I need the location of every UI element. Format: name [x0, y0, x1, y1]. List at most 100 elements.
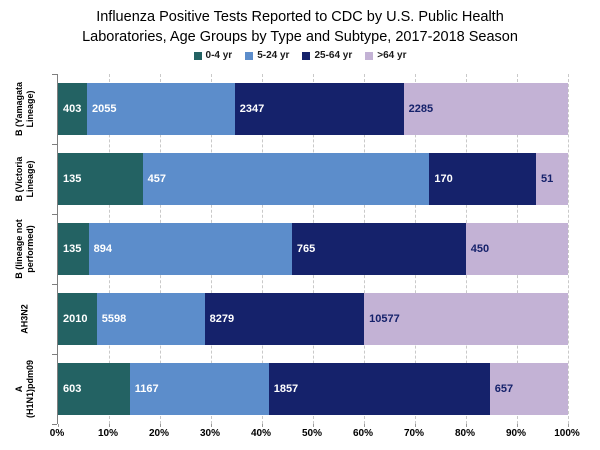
x-axis-tick [517, 424, 518, 427]
x-axis-tick-label: 10% [97, 428, 119, 439]
category-label-cell: B (Victoria Lineage) [2, 144, 48, 214]
stacked-bar: 2010 5598 8279 10577 [58, 293, 568, 345]
category-label: B (Yamagata Lineage) [14, 81, 35, 137]
data-label: 1857 [273, 383, 299, 395]
x-axis-tick [262, 424, 263, 427]
x-axis-tick [109, 424, 110, 427]
legend: 0-4 yr 5-24 yr 25-64 yr >64 yr [0, 50, 600, 61]
x-axis-tick-label: 20% [148, 428, 170, 439]
bar-segment: 1167 [129, 363, 269, 415]
stacked-bar: 135 457 170 51 [58, 153, 568, 205]
data-label: 170 [434, 173, 453, 185]
data-label: 603 [63, 383, 82, 395]
legend-swatch-icon [193, 51, 202, 60]
x-axis-tick-label: 80% [454, 428, 476, 439]
data-label: 2055 [91, 103, 117, 115]
legend-item-4: >64 yr [365, 50, 406, 61]
category-label: B (lineage not performed) [14, 219, 35, 279]
legend-label: >64 yr [377, 50, 407, 61]
category-label-cell: AH3N2 [2, 284, 48, 354]
y-axis-tick [52, 424, 57, 425]
x-axis-tick-label: 30% [199, 428, 221, 439]
bar-segment: 170 [429, 153, 536, 205]
x-axis-tick [211, 424, 212, 427]
bar-row: 135 457 170 51 [58, 144, 568, 214]
bar-segment: 2055 [86, 83, 235, 135]
x-axis-tick [364, 424, 365, 427]
bar-segment: 657 [489, 363, 568, 415]
chart-title: Influenza Positive Tests Reported to CDC… [82, 9, 518, 45]
data-label: 403 [63, 103, 82, 115]
bar-segment: 457 [142, 153, 430, 205]
bar-segment: 2347 [234, 83, 404, 135]
data-label: 1167 [134, 383, 159, 395]
category-label: A (H1N1)pdm09 [14, 359, 35, 419]
y-axis-tick [52, 284, 57, 285]
y-axis-tick [52, 214, 57, 215]
legend-label: 5-24 yr [257, 50, 290, 61]
x-axis-tick-label: 50% [301, 428, 323, 439]
data-label: 5598 [101, 313, 127, 325]
data-label: 765 [296, 243, 316, 255]
bar-segment: 10577 [364, 293, 568, 345]
category-label: AH3N2 [19, 304, 30, 334]
data-label: 8279 [209, 313, 235, 325]
bar-segment: 894 [88, 223, 292, 275]
legend-label: 0-4 yr [205, 50, 233, 61]
stacked-bar: 135 894 765 450 [58, 223, 568, 275]
category-label-cell: B (lineage not performed) [2, 214, 48, 284]
y-axis-tick [52, 354, 57, 355]
bar-row: 135 894 765 450 [58, 214, 568, 284]
stacked-bar: 403 2055 2347 2285 [58, 83, 568, 135]
y-axis-category-labels: B (Yamagata Lineage) B (Victoria Lineage)… [2, 74, 48, 424]
y-axis-tick [52, 74, 57, 75]
data-label: 657 [494, 383, 514, 395]
bar-segment: 51 [535, 153, 568, 205]
x-axis-tick-label: 0% [49, 428, 65, 439]
category-label-cell: A (H1N1)pdm09 [2, 354, 48, 424]
data-label: 135 [63, 243, 82, 255]
stacked-bar: 603 1167 1857 657 [58, 363, 568, 415]
bar-segment: 135 [58, 153, 143, 205]
x-axis-tick [160, 424, 161, 427]
bar-row: 403 2055 2347 2285 [58, 74, 568, 144]
bar-segment: 135 [58, 223, 89, 275]
bar-segment: 5598 [96, 293, 205, 345]
legend-item-1: 0-4 yr [193, 50, 233, 61]
data-label: 51 [540, 173, 554, 185]
bar-segment: 1857 [268, 363, 490, 415]
grid-line [568, 74, 569, 424]
x-axis-tick-label: 100% [554, 428, 580, 439]
x-axis-tick-label: 60% [352, 428, 374, 439]
plot-area: 403 2055 2347 2285 135 457 170 51 135 894 765 450 20… [52, 74, 569, 427]
x-axis-tick-label: 40% [250, 428, 272, 439]
bar-segment: 603 [58, 363, 130, 415]
bar-segment: 403 [58, 83, 87, 135]
x-axis-tick [415, 424, 416, 427]
category-label-cell: B (Yamagata Lineage) [2, 74, 48, 144]
data-label: 457 [147, 173, 167, 185]
x-axis-tick-label: 90% [505, 428, 527, 439]
data-label: 10577 [369, 313, 400, 325]
bar-segment: 2010 [58, 293, 97, 345]
data-label: 2347 [239, 103, 265, 115]
x-axis-tick [466, 424, 467, 427]
data-label: 450 [470, 243, 490, 255]
data-label: 894 [93, 243, 113, 255]
bar-segment: 765 [291, 223, 466, 275]
bar-segment: 450 [465, 223, 568, 275]
category-label: B (Victoria Lineage) [14, 156, 35, 202]
data-label: 135 [63, 173, 82, 185]
bar-segment: 2285 [403, 83, 568, 135]
x-axis-tick [58, 424, 59, 427]
y-axis-tick [52, 144, 57, 145]
legend-swatch-icon [365, 51, 374, 60]
legend-item-3: 25-64 yr [302, 50, 352, 61]
legend-item-2: 5-24 yr [245, 50, 289, 61]
legend-swatch-icon [302, 51, 311, 60]
bar-row: 2010 5598 8279 10577 [58, 284, 568, 354]
data-label: 2285 [408, 103, 434, 115]
bar-segment: 8279 [204, 293, 365, 345]
x-axis-tick-label: 70% [403, 428, 425, 439]
